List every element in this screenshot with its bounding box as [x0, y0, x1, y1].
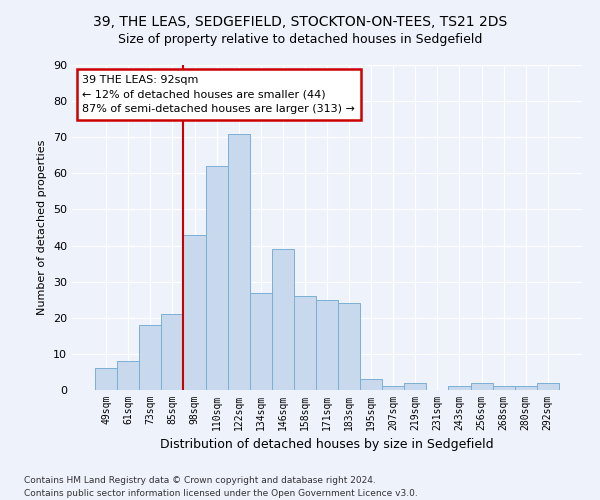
Bar [206, 166, 227, 390]
Bar [537, 383, 559, 390]
Bar [161, 314, 184, 390]
Bar [470, 383, 493, 390]
X-axis label: Distribution of detached houses by size in Sedgefield: Distribution of detached houses by size … [160, 438, 494, 452]
Bar [448, 386, 470, 390]
Bar [117, 361, 139, 390]
Bar [227, 134, 250, 390]
Text: 39, THE LEAS, SEDGEFIELD, STOCKTON-ON-TEES, TS21 2DS: 39, THE LEAS, SEDGEFIELD, STOCKTON-ON-TE… [93, 15, 507, 29]
Bar [272, 249, 294, 390]
Bar [360, 379, 382, 390]
Bar [493, 386, 515, 390]
Bar [250, 292, 272, 390]
Text: Size of property relative to detached houses in Sedgefield: Size of property relative to detached ho… [118, 32, 482, 46]
Bar [404, 383, 427, 390]
Bar [184, 234, 206, 390]
Bar [95, 368, 117, 390]
Bar [338, 304, 360, 390]
Bar [139, 325, 161, 390]
Y-axis label: Number of detached properties: Number of detached properties [37, 140, 47, 315]
Bar [316, 300, 338, 390]
Bar [382, 386, 404, 390]
Bar [515, 386, 537, 390]
Text: Contains HM Land Registry data © Crown copyright and database right 2024.
Contai: Contains HM Land Registry data © Crown c… [24, 476, 418, 498]
Bar [294, 296, 316, 390]
Text: 39 THE LEAS: 92sqm
← 12% of detached houses are smaller (44)
87% of semi-detache: 39 THE LEAS: 92sqm ← 12% of detached hou… [82, 74, 355, 114]
